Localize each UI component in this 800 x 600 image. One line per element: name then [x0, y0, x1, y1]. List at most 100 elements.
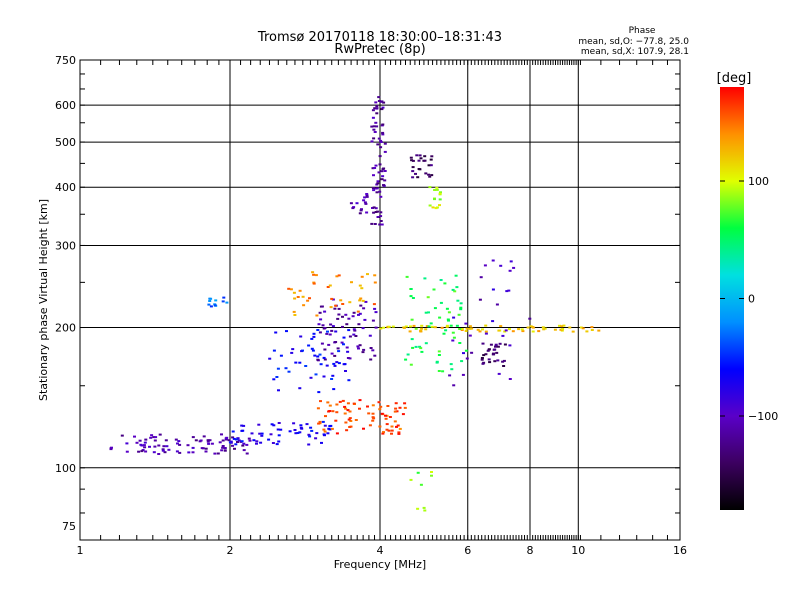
data-point	[378, 163, 382, 166]
data-point	[279, 354, 283, 357]
data-point	[138, 439, 142, 442]
data-point	[451, 339, 455, 342]
data-point	[370, 125, 374, 128]
data-point	[417, 168, 421, 170]
data-point	[323, 424, 327, 427]
data-point	[377, 401, 381, 404]
data-point	[507, 289, 511, 292]
data-point	[409, 156, 413, 159]
data-point	[257, 423, 261, 426]
data-point	[387, 325, 391, 328]
data-point	[499, 325, 503, 328]
data-point	[236, 441, 239, 443]
data-point	[209, 305, 213, 308]
data-point	[432, 288, 436, 291]
data-point	[484, 332, 488, 335]
data-point	[496, 345, 500, 348]
data-point	[380, 170, 384, 173]
data-point	[318, 331, 322, 334]
data-point	[194, 439, 198, 442]
data-point	[479, 276, 483, 279]
data-point	[334, 304, 338, 307]
data-point	[428, 204, 432, 207]
data-point	[438, 198, 442, 201]
data-point	[427, 325, 431, 328]
data-point	[141, 449, 145, 451]
data-point	[301, 295, 305, 298]
data-point	[585, 330, 589, 333]
data-point	[508, 378, 512, 380]
data-point	[437, 370, 441, 372]
data-point	[371, 404, 375, 407]
data-point	[375, 125, 379, 128]
data-point	[380, 223, 384, 226]
data-point	[452, 336, 456, 339]
data-point	[315, 314, 319, 317]
data-point	[307, 433, 311, 436]
data-point	[558, 324, 561, 327]
data-point	[157, 453, 161, 455]
data-point	[410, 338, 414, 341]
data-point	[292, 310, 296, 313]
colorbar-ticks: 100 0 −100	[720, 175, 778, 423]
data-point	[133, 435, 136, 438]
data-point	[417, 159, 421, 162]
data-point	[277, 422, 281, 424]
data-point	[204, 447, 208, 450]
data-point	[429, 164, 433, 167]
data-point	[310, 429, 314, 432]
x-axis-label: Frequency [MHz]	[334, 558, 426, 571]
x-tick-label: 16	[673, 544, 687, 557]
data-point	[276, 367, 280, 370]
data-point	[206, 439, 210, 442]
data-point	[382, 184, 386, 187]
data-point	[452, 384, 456, 387]
data-point	[455, 324, 459, 327]
data-point	[447, 319, 450, 322]
data-point	[327, 343, 331, 346]
data-point	[315, 432, 319, 435]
data-point	[495, 303, 499, 306]
data-point	[403, 406, 407, 409]
data-point	[240, 424, 244, 427]
data-point	[371, 167, 375, 170]
data-point	[391, 325, 395, 328]
chart-title: Tromsø 20170118 18:30:00–18:31:43	[257, 30, 502, 45]
data-point	[419, 329, 423, 332]
data-point	[359, 304, 363, 307]
data-point	[351, 207, 355, 210]
data-point	[434, 207, 438, 210]
data-point	[348, 417, 352, 420]
data-point	[418, 154, 422, 157]
data-point	[462, 352, 465, 355]
data-point	[317, 422, 321, 425]
data-point	[383, 179, 387, 182]
data-point	[405, 275, 409, 278]
data-point	[424, 172, 428, 175]
data-point	[376, 182, 380, 185]
data-point	[348, 301, 352, 304]
data-point	[337, 313, 341, 316]
data-point	[502, 365, 506, 367]
data-point	[321, 420, 325, 423]
data-point	[439, 301, 443, 304]
data-point	[242, 424, 246, 427]
data-point	[378, 190, 382, 193]
data-point	[447, 311, 451, 314]
data-point	[379, 195, 383, 198]
data-point	[353, 329, 357, 332]
data-point	[279, 428, 283, 431]
data-point	[411, 159, 415, 162]
data-point	[334, 341, 338, 343]
data-point	[187, 451, 191, 454]
data-point	[341, 303, 345, 305]
data-point	[458, 342, 462, 344]
data-point	[379, 139, 383, 142]
data-point	[561, 328, 565, 330]
data-point	[487, 348, 491, 351]
data-point	[377, 171, 381, 174]
data-point	[448, 374, 452, 377]
data-point	[373, 354, 377, 357]
data-point	[331, 298, 335, 301]
data-point	[360, 287, 364, 290]
